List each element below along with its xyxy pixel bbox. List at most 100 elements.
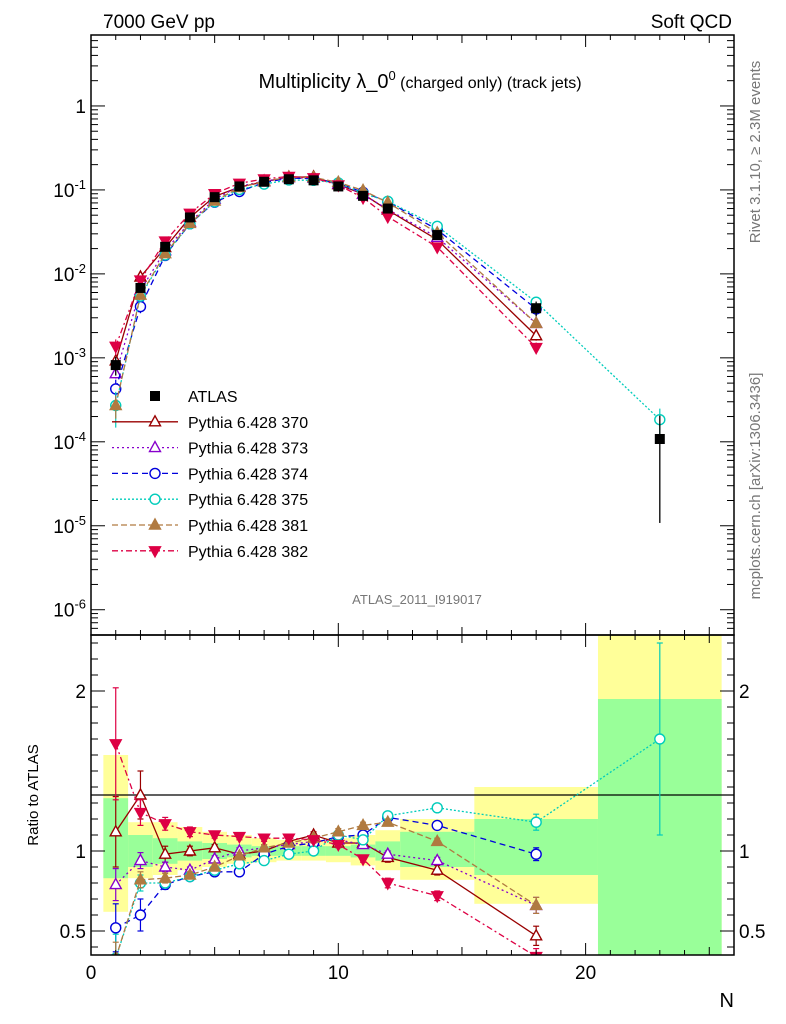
ratio-y-tick-label: 0.5 bbox=[60, 922, 86, 943]
series-6-main-point bbox=[529, 342, 543, 356]
series-5-main-point bbox=[133, 287, 148, 300]
atlas-point bbox=[135, 282, 146, 293]
x-tick-label: 0 bbox=[86, 963, 97, 984]
header-left: 7000 GeV pp bbox=[103, 12, 215, 33]
series-2-ratio-point bbox=[430, 853, 444, 866]
atlas-point bbox=[110, 360, 121, 371]
series-1-ratio-point bbox=[133, 787, 148, 800]
series-1-ratio-point bbox=[430, 862, 444, 875]
series-4-ratio-line bbox=[116, 738, 661, 955]
series-6-ratio-point bbox=[109, 739, 123, 752]
series-6-ratio-point bbox=[306, 835, 321, 848]
series-1-main-line bbox=[115, 176, 537, 362]
series-4-ratio-point bbox=[654, 733, 666, 745]
ratio-y-tick-label-right: 2 bbox=[739, 682, 750, 703]
legend-series-5-marker bbox=[148, 517, 162, 530]
rivet-label: Rivet 3.1.10, ≥ 2.3M events bbox=[747, 61, 764, 244]
series-5-ratio-point bbox=[183, 867, 197, 880]
series-5-ratio-point bbox=[381, 814, 395, 827]
series-1-ratio-point bbox=[529, 928, 543, 941]
series-6-main-line bbox=[115, 175, 537, 349]
series-6-main-point bbox=[133, 275, 148, 288]
atlas-point bbox=[358, 190, 369, 201]
atlas-point bbox=[259, 176, 270, 187]
series-5-main-point bbox=[158, 246, 172, 259]
series-1-ratio-point bbox=[109, 824, 123, 837]
main-plot-marks bbox=[109, 169, 666, 523]
series-5-ratio-point bbox=[207, 859, 222, 872]
x-tick-label: 10 bbox=[328, 963, 349, 984]
atlas-point bbox=[160, 241, 171, 252]
main-y-tick-label: 10-6 bbox=[53, 597, 86, 622]
legend-series-4-marker bbox=[149, 493, 161, 505]
legend-series-1-marker bbox=[148, 414, 162, 427]
legend: ATLAS Pythia 6.428 370 Pythia 6.428 373 Pyt… bbox=[112, 389, 308, 561]
series-5-ratio-point bbox=[232, 848, 247, 861]
series-4-ratio-point bbox=[258, 854, 270, 867]
series-6-ratio-point bbox=[356, 854, 370, 867]
legend-series-3-marker bbox=[149, 467, 161, 480]
ratio-y-axis-label: Ratio to ATLAS bbox=[25, 744, 42, 845]
ratio-uncertainty-bands bbox=[103, 635, 722, 955]
series-6-ratio-point bbox=[133, 807, 148, 821]
series-5-main-line bbox=[115, 176, 537, 406]
legend-series-1-label: Pythia 6.428 370 bbox=[188, 415, 308, 432]
series-4-ratio-point bbox=[307, 845, 320, 857]
series-1-main-point bbox=[529, 328, 543, 341]
series-2-ratio-point bbox=[109, 877, 123, 890]
ratio-y-tick-label: 2 bbox=[75, 682, 86, 703]
main-y-tick-label: 10-3 bbox=[53, 345, 86, 370]
chart-title: Multiplicity λ_00 (charged only) (track … bbox=[258, 68, 581, 93]
x-tick-label: 20 bbox=[575, 963, 596, 984]
series-6-main-point bbox=[430, 242, 444, 255]
legend-series-6-label: Pythia 6.428 382 bbox=[188, 544, 308, 561]
series-5-ratio-point bbox=[257, 840, 271, 853]
series-2-ratio-point bbox=[381, 846, 395, 859]
main-y-tick-label: 1 bbox=[75, 97, 86, 118]
ratio-y-tick-label-right: 0.5 bbox=[739, 922, 765, 943]
main-y-tick-label: 10-2 bbox=[53, 261, 86, 286]
series-5-ratio-point bbox=[158, 870, 172, 883]
series-4-ratio-point bbox=[283, 848, 295, 860]
main-y-tick-label: 10-1 bbox=[53, 177, 86, 202]
x-axis-label: N bbox=[720, 990, 734, 1012]
series-5-main-point bbox=[109, 398, 123, 411]
series-5-ratio-point bbox=[529, 897, 543, 911]
atlas-point bbox=[283, 174, 294, 185]
series-5-ratio-point bbox=[356, 817, 370, 831]
ratio-plot-marks bbox=[109, 642, 666, 955]
series-5-ratio-point bbox=[331, 824, 345, 837]
series-6-ratio-point bbox=[430, 891, 444, 904]
series-4-main-line bbox=[115, 179, 661, 421]
series-1-ratio-point bbox=[158, 846, 172, 859]
ratio-y-tick-label: 1 bbox=[75, 842, 86, 863]
atlas-point bbox=[234, 181, 245, 192]
atlas-point bbox=[184, 212, 195, 223]
series-3-ratio-point bbox=[110, 922, 122, 934]
legend-atlas-label: ATLAS bbox=[188, 389, 238, 406]
series-6-ratio-point bbox=[331, 839, 345, 853]
mcplots-label: mcplots.cern.ch [arXiv:1306.3436] bbox=[747, 373, 764, 600]
legend-series-6-marker bbox=[148, 546, 162, 559]
legend-series-2-marker bbox=[148, 440, 162, 453]
series-2-ratio-line bbox=[115, 839, 537, 906]
series-3-ratio-point bbox=[431, 819, 443, 832]
series-5-main-point bbox=[529, 315, 543, 329]
series-2-ratio-point bbox=[133, 853, 148, 866]
atlas-point bbox=[432, 230, 443, 241]
series-2-main-line bbox=[115, 177, 537, 374]
series-6-ratio-point bbox=[257, 833, 271, 846]
atlas-point bbox=[531, 303, 542, 314]
series-3-ratio-point bbox=[530, 848, 542, 860]
legend-atlas-marker bbox=[150, 391, 160, 401]
main-y-tick-label: 10-5 bbox=[53, 513, 86, 538]
series-5-ratio-point bbox=[430, 833, 444, 847]
series-4-ratio-point bbox=[357, 834, 369, 846]
series-4-ratio-point bbox=[530, 816, 542, 828]
main-y-tick-label: 10-4 bbox=[53, 429, 86, 454]
ratio-band-green-10 bbox=[350, 844, 376, 858]
atlas-point bbox=[333, 181, 344, 192]
series-5-ratio-point bbox=[133, 872, 148, 885]
ratio-y-tick-label-right: 1 bbox=[739, 842, 750, 863]
